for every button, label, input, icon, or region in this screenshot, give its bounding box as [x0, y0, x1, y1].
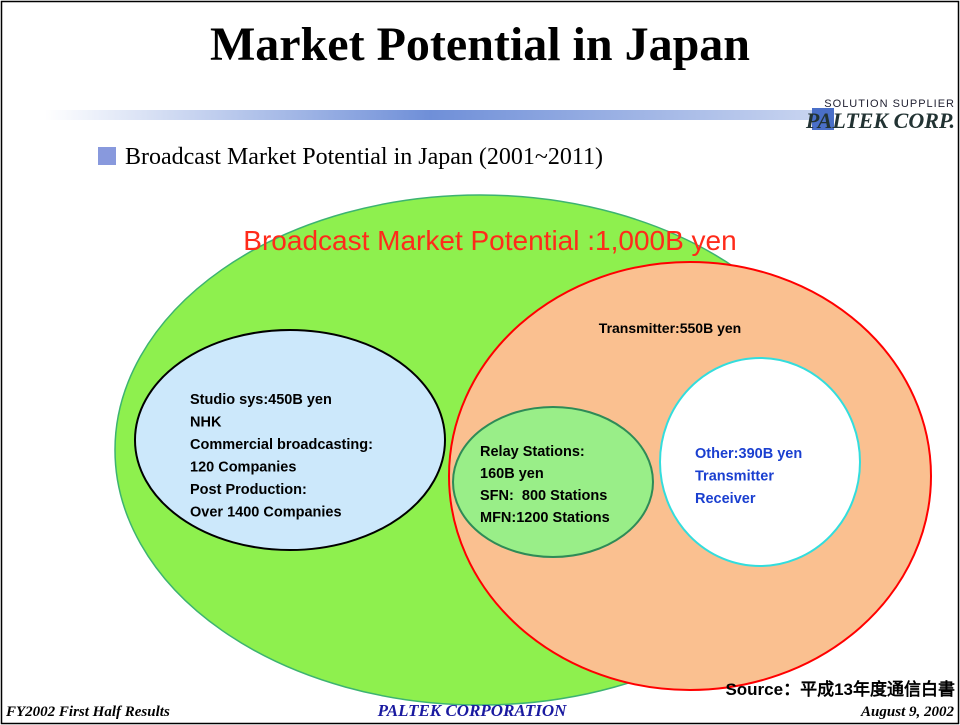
outer-label: Broadcast Market Potential :1,000B yen	[243, 225, 736, 256]
logo-name: PALTEK CORP.	[805, 108, 955, 133]
transmitter-label: Transmitter:550B yen	[599, 320, 741, 336]
footer-left: FY2002 First Half Results	[5, 704, 170, 720]
other-line: Other:390B yen	[695, 446, 802, 462]
footer-right: August 9, 2002	[860, 704, 954, 720]
relay-line: Relay Stations:	[480, 444, 585, 460]
relay-line: SFN: 800 Stations	[480, 488, 607, 504]
bullet-icon	[98, 147, 116, 165]
studio-line: Post Production:	[190, 482, 307, 498]
studio-line: Commercial broadcasting:	[190, 437, 373, 453]
other-line: Receiver	[695, 491, 756, 507]
slide-title: Market Potential in Japan	[210, 18, 750, 71]
studio-line: 120 Companies	[190, 460, 296, 476]
relay-line: 160B yen	[480, 466, 544, 482]
other-line: Transmitter	[695, 469, 774, 485]
bullet-text: Broadcast Market Potential in Japan (200…	[125, 144, 603, 170]
footer-center: PALTEK CORPORATION	[377, 701, 567, 720]
studio-line: NHK	[190, 415, 222, 431]
studio-line: Over 1400 Companies	[190, 505, 342, 521]
title-rule	[45, 110, 815, 120]
logo-tagline: SOLUTION SUPPLIER	[824, 98, 955, 110]
source: Source：平成13年度通信白書	[725, 679, 955, 699]
studio-line: Studio sys:450B yen	[190, 392, 332, 408]
relay-ellipse	[452, 406, 654, 558]
studio-ellipse	[134, 329, 446, 551]
other-ellipse	[659, 357, 861, 567]
logo-icon	[812, 108, 834, 130]
relay-line: MFN:1200 Stations	[480, 510, 610, 526]
